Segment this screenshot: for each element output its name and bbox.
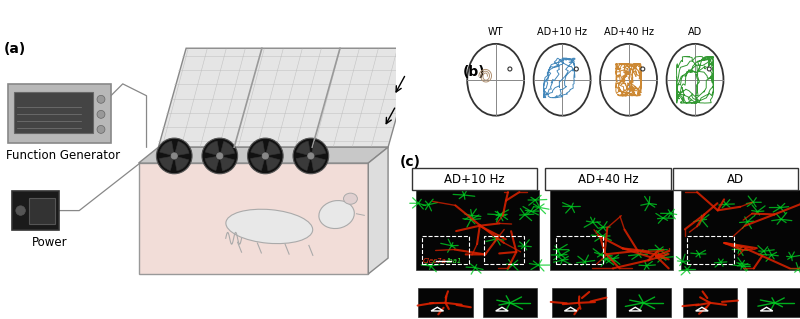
Circle shape [97,95,105,103]
Ellipse shape [666,44,723,116]
Circle shape [247,138,283,174]
Circle shape [97,125,105,133]
Wedge shape [220,141,234,156]
Text: (a): (a) [4,42,26,56]
Wedge shape [296,141,311,156]
Wedge shape [311,156,326,171]
Text: Power: Power [32,236,67,249]
Wedge shape [266,156,280,171]
Polygon shape [368,147,388,274]
FancyBboxPatch shape [29,198,54,225]
Circle shape [217,153,223,159]
FancyBboxPatch shape [550,190,673,270]
Wedge shape [174,141,189,156]
Text: AD+10 Hz: AD+10 Hz [537,27,587,37]
FancyBboxPatch shape [12,191,59,230]
Text: AD+40 Hz: AD+40 Hz [603,27,654,37]
Circle shape [508,67,512,71]
Text: (c): (c) [400,155,421,169]
Circle shape [262,153,269,159]
Wedge shape [250,141,266,156]
FancyBboxPatch shape [418,288,473,317]
FancyBboxPatch shape [412,168,538,190]
FancyBboxPatch shape [416,190,539,270]
Text: Clec7a: Clec7a [422,258,446,264]
Text: AD: AD [688,27,702,37]
Ellipse shape [534,44,590,116]
Ellipse shape [600,44,657,116]
Circle shape [641,67,645,71]
Wedge shape [266,141,280,156]
Ellipse shape [319,201,354,228]
FancyBboxPatch shape [8,84,111,143]
Text: (b): (b) [462,65,485,79]
Circle shape [171,153,178,159]
Wedge shape [174,156,189,171]
Circle shape [16,206,26,215]
Polygon shape [138,147,388,163]
Wedge shape [159,156,174,170]
FancyBboxPatch shape [546,168,670,190]
Text: WT: WT [488,27,503,37]
FancyBboxPatch shape [551,288,606,317]
Circle shape [202,138,238,174]
Text: Iba1: Iba1 [446,258,462,264]
Wedge shape [296,156,311,170]
FancyBboxPatch shape [747,288,800,317]
Wedge shape [206,141,220,156]
Text: AD+40 Hz: AD+40 Hz [578,173,638,186]
Wedge shape [160,141,174,156]
FancyBboxPatch shape [14,92,93,133]
FancyBboxPatch shape [138,163,368,274]
Wedge shape [220,156,234,171]
Circle shape [574,67,578,71]
FancyBboxPatch shape [683,288,738,317]
Ellipse shape [343,193,358,204]
Text: Function Generator: Function Generator [6,149,120,162]
Circle shape [293,138,329,174]
Circle shape [308,153,314,159]
Ellipse shape [467,44,524,116]
FancyBboxPatch shape [483,288,538,317]
Text: AD+10 Hz: AD+10 Hz [445,173,505,186]
Circle shape [97,110,105,118]
FancyBboxPatch shape [616,288,670,317]
Wedge shape [250,156,266,170]
Circle shape [707,67,711,71]
FancyBboxPatch shape [673,168,798,190]
Wedge shape [311,141,326,156]
Ellipse shape [226,209,313,244]
Text: AD: AD [726,173,744,186]
Polygon shape [158,48,416,147]
FancyBboxPatch shape [681,190,800,270]
Circle shape [157,138,192,174]
Wedge shape [205,156,220,170]
